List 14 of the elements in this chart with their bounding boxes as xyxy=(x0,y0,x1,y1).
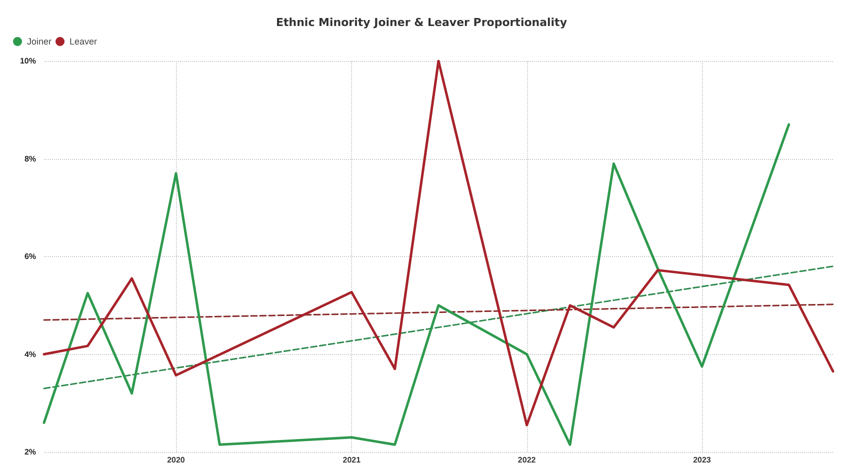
line-series xyxy=(42,60,834,426)
y-tick-label: 4% xyxy=(24,350,36,359)
legend-label: Leaver xyxy=(70,36,98,46)
line-series xyxy=(42,123,790,446)
legend-label: Joiner xyxy=(27,36,52,46)
y-tick-label: 2% xyxy=(24,448,36,456)
y-tick-label: 6% xyxy=(24,252,36,261)
x-tick-label: 2020 xyxy=(167,456,186,464)
x-tick-label: 2021 xyxy=(342,456,362,464)
chart-title: Ethnic Minority Joiner & Leaver Proportionality xyxy=(276,16,567,29)
y-tick-label: 8% xyxy=(24,154,36,164)
y-tick-label: 10% xyxy=(20,56,36,66)
x-tick-label: 2023 xyxy=(693,456,712,464)
x-tick-label: 2022 xyxy=(518,456,536,464)
